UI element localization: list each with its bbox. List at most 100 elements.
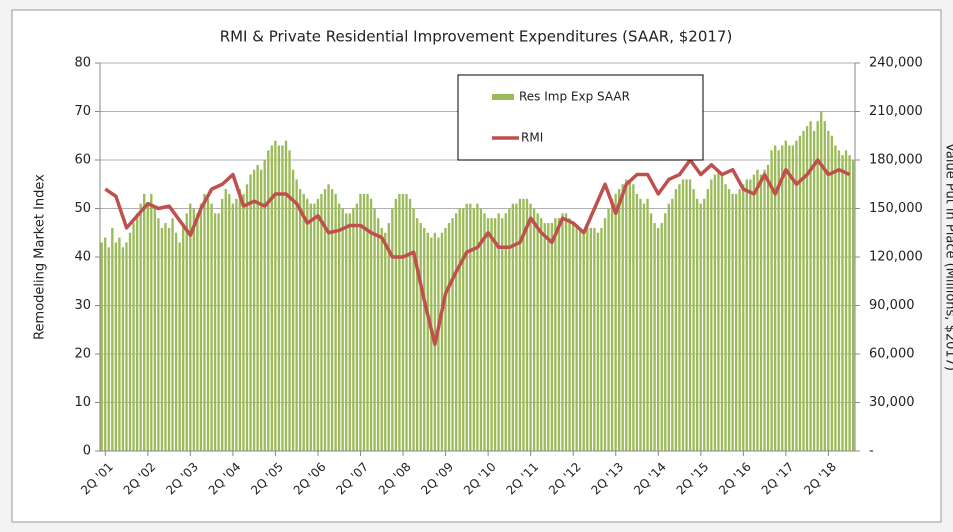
bar — [284, 140, 288, 451]
bar — [121, 247, 125, 451]
y2-tick-label: 120,000 — [869, 250, 923, 265]
bar — [437, 237, 440, 451]
y2-tick-label: 180,000 — [869, 153, 923, 168]
bar — [430, 237, 433, 451]
y-tick-label: 0 — [83, 444, 91, 459]
legend-label: Res Imp Exp SAAR — [519, 90, 630, 104]
bar — [557, 218, 561, 451]
bar — [713, 174, 717, 452]
bar — [100, 242, 103, 451]
bar — [125, 242, 128, 451]
bar — [798, 135, 802, 451]
bar — [398, 193, 401, 451]
bar — [291, 169, 295, 451]
bar — [224, 189, 227, 451]
bar — [394, 198, 398, 451]
bar — [345, 213, 348, 451]
bar — [766, 164, 770, 451]
bar — [242, 193, 245, 451]
bar — [773, 145, 777, 451]
rmi-line — [104, 158, 851, 347]
bar — [355, 203, 359, 451]
bar — [330, 189, 334, 451]
y-axis-title: Remodeling Market Index — [33, 174, 48, 340]
bar — [695, 198, 699, 451]
bar — [756, 169, 759, 451]
y-tick-label: 40 — [74, 250, 91, 265]
bar — [763, 169, 766, 451]
bar — [171, 218, 174, 451]
bar — [199, 203, 203, 451]
bar — [610, 198, 614, 451]
bar — [816, 121, 819, 451]
bar — [274, 140, 277, 451]
bar — [111, 227, 114, 451]
bar — [802, 130, 805, 451]
bar — [302, 193, 305, 451]
bar — [603, 218, 607, 451]
bar — [809, 121, 812, 451]
bar — [415, 218, 419, 451]
bar — [653, 223, 656, 451]
bar — [681, 179, 685, 451]
bar — [731, 193, 734, 451]
bar — [515, 203, 518, 451]
bar — [791, 145, 795, 451]
bar — [366, 193, 369, 451]
bar — [228, 193, 231, 451]
bar — [206, 198, 210, 451]
bar — [639, 198, 642, 451]
bar — [373, 208, 376, 451]
bar — [646, 198, 649, 451]
bar — [571, 223, 575, 451]
bar — [444, 227, 447, 451]
bar — [210, 203, 213, 451]
bar — [554, 218, 557, 451]
bar — [820, 111, 823, 451]
y2-tick-label: 30,000 — [869, 395, 915, 410]
bar — [547, 223, 550, 451]
y2-tick-label: 210,000 — [869, 104, 923, 119]
bar — [508, 208, 511, 451]
bar — [823, 121, 826, 451]
bar — [323, 189, 327, 451]
bar — [529, 203, 532, 451]
bar — [217, 213, 220, 451]
bar — [249, 174, 252, 452]
bar — [128, 232, 132, 451]
bar — [164, 223, 167, 451]
bar — [391, 208, 394, 451]
bar — [405, 193, 408, 451]
bar — [536, 213, 539, 451]
bar — [213, 213, 217, 451]
y-tick-label: 80 — [74, 56, 91, 71]
bar — [749, 179, 752, 451]
bar — [157, 218, 160, 451]
bar — [380, 227, 383, 451]
bar — [525, 198, 529, 451]
bar — [178, 242, 181, 451]
y2-axis-title: Value Put in Place (Millions, $2017) — [943, 143, 953, 371]
bar — [788, 145, 791, 451]
bar — [688, 179, 692, 451]
y2-tick-label: - — [869, 444, 874, 459]
bar — [540, 218, 543, 451]
bar — [118, 237, 121, 451]
bar — [738, 189, 741, 451]
bar — [454, 213, 458, 451]
bar — [231, 203, 234, 451]
bar — [132, 223, 135, 451]
bar — [221, 198, 224, 451]
bar — [685, 179, 688, 451]
legend-label: RMI — [521, 131, 543, 145]
y2-tick-label: 60,000 — [869, 347, 915, 362]
bar — [334, 193, 337, 451]
bar — [320, 193, 323, 451]
bar — [593, 227, 596, 451]
bar — [447, 223, 451, 451]
bar — [362, 193, 366, 451]
bar — [699, 203, 702, 451]
bar — [493, 218, 497, 451]
bar — [185, 213, 188, 451]
bar — [267, 150, 270, 452]
